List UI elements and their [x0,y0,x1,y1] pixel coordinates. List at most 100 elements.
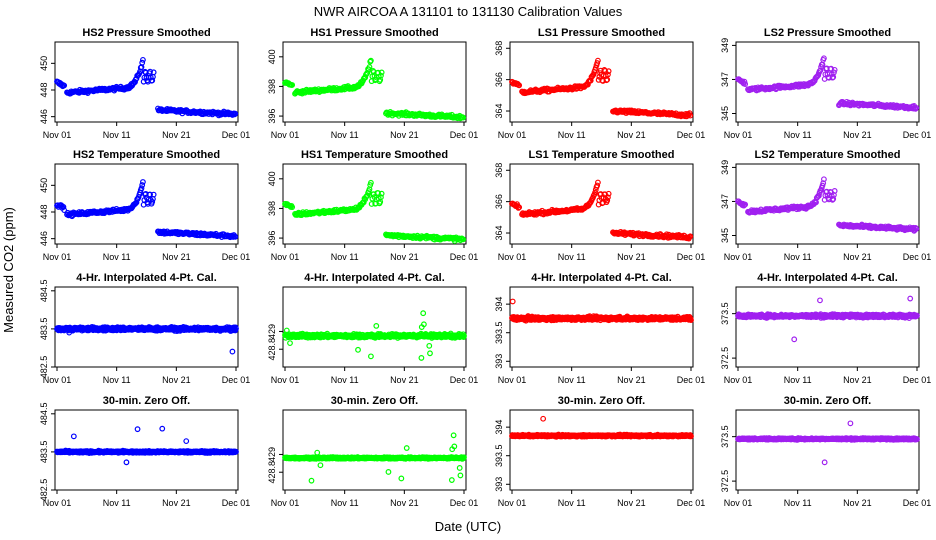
data-point [907,295,914,302]
data-point [373,323,380,329]
x-tick-label: Nov 21 [390,498,419,508]
data-point [418,355,425,361]
y-tick-label: 396 [267,231,277,246]
x-axis-label: Date (UTC) [435,519,501,534]
data-point [420,310,427,317]
x-tick-label: Dec 01 [450,130,479,140]
plot-frame [735,41,920,123]
data-point [817,297,823,304]
x-tick-label: Dec 01 [222,252,251,262]
data-point [385,469,392,475]
y-tick-label: 347 [720,194,730,209]
data-point [287,340,293,347]
x-tick-label: Nov 01 [724,375,753,385]
x-tick-label: Nov 01 [271,498,300,508]
x-tick-label: Nov 01 [724,130,753,140]
y-tick-label: 366 [494,194,504,209]
y-tick-label: 345 [720,106,730,121]
data-point [61,82,68,89]
data-point [595,179,601,186]
y-tick-label: 429 [267,447,277,462]
x-tick-label: Nov 11 [558,375,586,385]
x-tick-label: Dec 01 [222,375,251,385]
data-points [509,298,694,324]
x-tick-label: Dec 01 [677,252,706,262]
y-tick-label: 483.5 [39,441,49,464]
x-tick-label: Nov 21 [390,375,419,385]
y-tick-label: 450 [39,56,49,71]
data-point [605,71,611,78]
x-tick-label: Nov 01 [43,252,72,262]
y-tick-label: 364 [494,104,504,119]
x-tick-label: Dec 01 [222,130,251,140]
panel-title: 30-min. Zero Off. [103,395,190,407]
data-point [378,72,384,79]
x-tick-label: Dec 01 [903,252,932,262]
x-tick-label: Nov 11 [103,498,131,508]
y-tick-label: 483.5 [39,318,49,341]
x-tick-label: Nov 11 [784,252,812,262]
y-tick-label: 428.8 [267,461,277,484]
data-point [150,191,157,198]
y-tick-label: 448 [39,82,49,97]
data-points [54,56,239,119]
data-point [308,477,315,484]
panel-title: LS2 Temperature Smoothed [755,149,901,161]
data-point [427,350,433,357]
y-tick-label: 366 [494,72,504,87]
x-tick-label: Nov 21 [617,130,646,140]
x-tick-label: Nov 21 [162,252,191,262]
data-point [183,438,190,445]
y-tick-label: 428.8 [267,338,277,361]
data-point [592,65,599,71]
data-point [368,57,374,64]
x-tick-label: Nov 21 [390,252,419,262]
data-point [687,112,694,119]
y-tick-label: 349 [720,38,730,53]
x-tick-label: Dec 01 [450,375,479,385]
x-tick-label: Dec 01 [450,252,479,262]
panel-12: 4-Hr. Interpolated 4-Pt. Cal.372.5373.5N… [720,272,931,385]
x-tick-label: Nov 01 [271,252,300,262]
x-tick-label: Nov 21 [843,130,872,140]
x-tick-label: Nov 11 [103,130,131,140]
x-tick-label: Nov 01 [43,130,72,140]
data-point [605,68,612,75]
data-points [735,295,920,343]
data-points [735,55,920,112]
y-tick-label: 396 [267,109,277,124]
data-point [913,104,920,111]
x-tick-label: Dec 01 [903,130,932,140]
x-tick-label: Nov 21 [162,498,191,508]
panel-10: 4-Hr. Interpolated 4-Pt. Cal.428.8429Nov… [267,272,478,385]
x-tick-label: Nov 11 [331,498,359,508]
x-tick-label: Nov 01 [498,375,527,385]
data-point [426,342,433,349]
data-points [282,432,467,484]
panel-title: HS2 Temperature Smoothed [73,149,220,161]
panel-title: 4-Hr. Interpolated 4-Pt. Cal. [757,272,898,284]
data-point [368,353,374,360]
x-tick-label: Nov 01 [43,375,72,385]
data-point [742,81,749,88]
panel-title: LS2 Pressure Smoothed [764,27,891,39]
x-tick-label: Nov 11 [331,252,359,262]
plot-frame [509,286,694,368]
data-point [817,67,824,74]
y-axis-label: Measured CO2 (ppm) [1,207,16,333]
data-point [460,114,467,121]
panel-title: 4-Hr. Interpolated 4-Pt. Cal. [76,272,217,284]
data-point [150,69,157,76]
data-point [139,182,146,188]
plot-frame [735,163,920,245]
data-point [138,185,145,192]
data-point [70,433,77,440]
panel-11: 4-Hr. Interpolated 4-Pt. Cal.393393.5394… [494,272,705,385]
data-point [231,111,238,118]
x-tick-label: Nov 21 [617,375,646,385]
y-tick-label: 484.5 [39,280,49,303]
